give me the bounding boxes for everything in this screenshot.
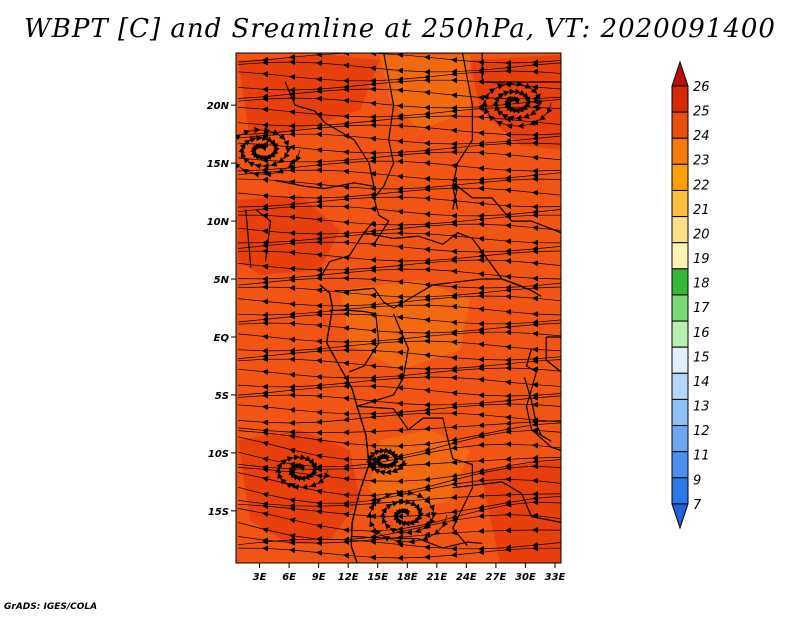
lat-tick-label: 5S: [215, 391, 229, 402]
colorbar-box: [671, 216, 689, 244]
lat-tick-label: 15S: [208, 507, 229, 518]
map-plot-area: [236, 53, 581, 563]
colorbar-box: [671, 85, 689, 113]
streamline: [366, 489, 448, 545]
colorbar-label: 26: [693, 80, 710, 95]
lat-tick-label: 15N: [207, 159, 230, 170]
border-line: [571, 453, 581, 534]
lat-tick-label: 5N: [214, 275, 230, 286]
lat-tick-label: 10S: [208, 449, 229, 460]
lon-tick-label: 30E: [515, 572, 536, 583]
lat-tick-label: EQ: [214, 333, 230, 344]
lon-tick-label: 33E: [545, 572, 566, 583]
colorbar-box: [671, 268, 689, 296]
map-frame: [235, 52, 562, 564]
latitude-axis: 20N 15N 10N 5N EQ 5S 10S 15S: [207, 101, 236, 518]
colorbar-label: 23: [693, 154, 710, 169]
colorbar-box: [671, 425, 689, 453]
lon-tick-label: 15E: [367, 572, 388, 583]
lat-tick-label: 10N: [207, 217, 230, 228]
lon-tick-label: 9E: [312, 572, 326, 583]
colorbar-label: 13: [693, 400, 710, 415]
streamline: [275, 454, 330, 491]
colorbar-label: 18: [693, 277, 710, 292]
map-title: WBPT [C] and Sreamline at 250hPa, VT: 20…: [24, 14, 776, 44]
border-line: [245, 209, 252, 268]
colorbar: 26 25 24 23 22 21 20 19 18 17 16 15 14 13 12 11 9 7: [671, 60, 710, 530]
credit-label: GrADS: IGES/COLA: [4, 602, 98, 612]
border-line: [531, 429, 561, 501]
lon-tick-label: 6E: [282, 572, 296, 583]
lon-tick-label: 27E: [486, 572, 507, 583]
colorbar-bottom-arrow: [671, 503, 689, 530]
colorbar-label: 19: [693, 252, 710, 267]
lon-tick-label: 21E: [426, 572, 447, 583]
colorbar-box: [671, 137, 689, 165]
lon-tick-label: 3E: [253, 572, 267, 583]
lake-outline: [545, 336, 561, 373]
colorbar-label: 17: [693, 301, 710, 316]
colorbar-box: [671, 189, 689, 218]
colorbar-box: [671, 242, 689, 270]
streamline: [236, 126, 302, 178]
colorbar-label: 11: [693, 449, 710, 464]
colorbar-label: 14: [693, 375, 710, 390]
colorbar-box: [671, 294, 689, 322]
colorbar-box: [671, 398, 689, 427]
colorbar-label: 15: [693, 350, 710, 365]
lon-tick-label: 18E: [397, 572, 418, 583]
colorbar-box: [671, 346, 689, 374]
colorbar-box: [671, 320, 689, 348]
colorbar-label: 21: [693, 203, 710, 218]
colorbar-label: 7: [693, 498, 702, 513]
streamline: [481, 80, 553, 130]
colorbar-label: 20: [693, 227, 710, 242]
colorbar-box: [671, 451, 689, 479]
longitude-axis: 3E 6E 9E 12E 15E 18E 21E 24E 27E 30E 33E: [253, 563, 566, 583]
colorbar-label: 16: [693, 326, 710, 341]
colorbar-box: [671, 111, 689, 139]
streamlines: [236, 53, 561, 561]
colorbar-label: 12: [693, 424, 710, 439]
colorbar-box: [671, 163, 689, 191]
colorbar-label: 9: [693, 473, 701, 488]
colorbar-top-arrow: [671, 60, 689, 87]
colorbar-box: [671, 477, 689, 505]
streamline: [366, 447, 408, 476]
colorbar-label: 22: [693, 178, 710, 193]
lon-tick-label: 24E: [456, 572, 477, 583]
colorbar-label: 24: [693, 129, 710, 144]
lon-tick-label: 12E: [338, 572, 359, 583]
lat-tick-label: 20N: [207, 101, 230, 112]
colorbar-box: [671, 372, 689, 400]
colorbar-label: 25: [693, 105, 710, 120]
streamline: [237, 545, 561, 561]
